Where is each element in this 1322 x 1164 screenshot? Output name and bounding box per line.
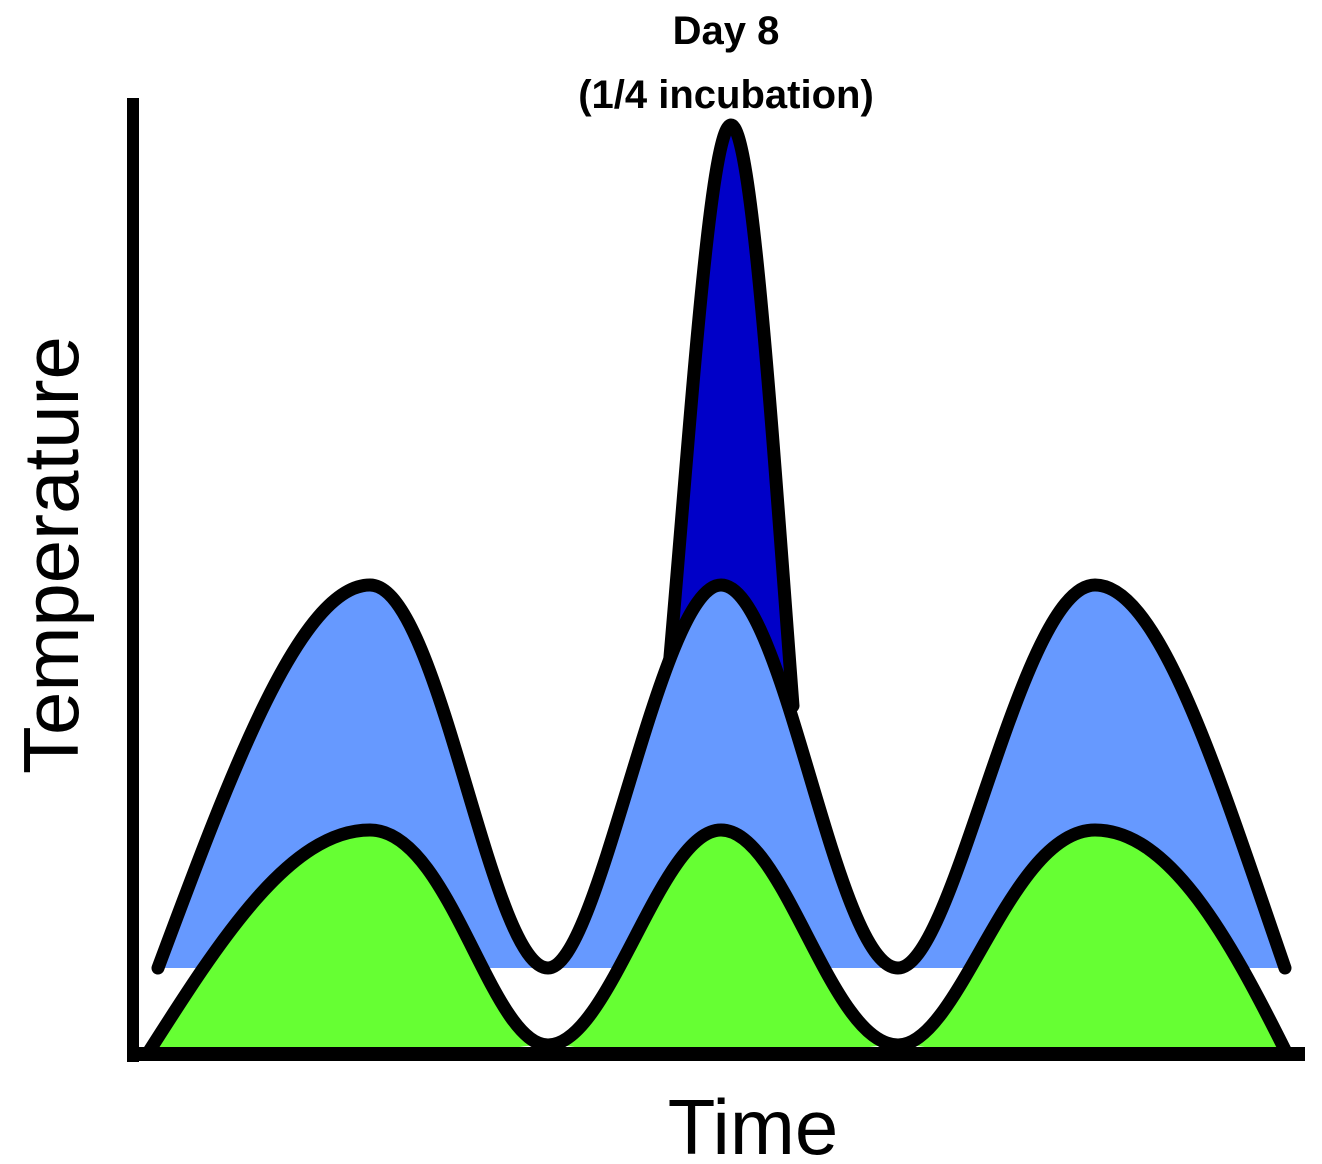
day-8-peak-fill — [669, 125, 793, 706]
upper-band-outline — [151, 578, 1292, 975]
title-day: Day 8 — [673, 9, 780, 53]
upper-band-fill — [158, 585, 1285, 968]
day-8-peak-outline — [662, 118, 800, 713]
title-subtitle: (1/4 incubation) — [578, 73, 874, 117]
y-axis-label: Temperature — [7, 336, 95, 774]
lower-band-outline — [141, 823, 1292, 1060]
x-axis-label: Time — [668, 1083, 838, 1164]
lower-band-fill — [148, 830, 1285, 1053]
